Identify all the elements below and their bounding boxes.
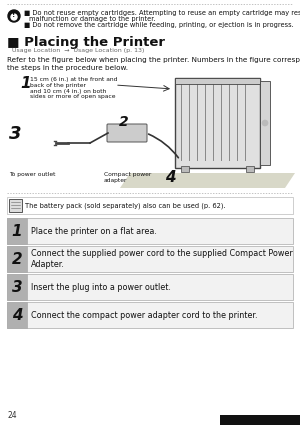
- Circle shape: [11, 14, 17, 20]
- Text: Place the printer on a flat area.: Place the printer on a flat area.: [31, 227, 157, 235]
- Text: ■ Do not remove the cartridge while feeding, printing, or ejection is in progres: ■ Do not remove the cartridge while feed…: [24, 22, 294, 28]
- FancyBboxPatch shape: [220, 415, 300, 425]
- Text: The battery pack (sold separately) also can be used (p. 62).: The battery pack (sold separately) also …: [25, 202, 226, 209]
- Text: 24: 24: [7, 411, 16, 420]
- FancyBboxPatch shape: [9, 199, 22, 212]
- Text: 4: 4: [12, 308, 22, 323]
- Circle shape: [262, 120, 268, 126]
- FancyBboxPatch shape: [260, 81, 270, 165]
- Text: malfunction or damage to the printer.: malfunction or damage to the printer.: [29, 16, 155, 22]
- Text: 3: 3: [12, 280, 22, 295]
- FancyBboxPatch shape: [175, 78, 260, 84]
- FancyBboxPatch shape: [7, 218, 27, 244]
- FancyBboxPatch shape: [7, 246, 293, 272]
- FancyBboxPatch shape: [246, 166, 254, 172]
- FancyBboxPatch shape: [7, 197, 293, 214]
- FancyBboxPatch shape: [7, 274, 27, 300]
- Text: Refer to the figure below when placing the printer. Numbers in the figure corres: Refer to the figure below when placing t…: [7, 57, 300, 63]
- Text: 2: 2: [119, 115, 129, 129]
- Text: 2: 2: [12, 252, 22, 266]
- Text: ■ Placing the Printer: ■ Placing the Printer: [7, 36, 165, 49]
- Text: To power outlet: To power outlet: [9, 172, 56, 177]
- Text: the steps in the procedure below.: the steps in the procedure below.: [7, 65, 128, 71]
- Text: !: !: [12, 12, 16, 18]
- FancyBboxPatch shape: [7, 302, 27, 328]
- FancyBboxPatch shape: [107, 124, 147, 142]
- FancyBboxPatch shape: [7, 274, 293, 300]
- Text: Connect the supplied power cord to the supplied Compact Power
Adapter.: Connect the supplied power cord to the s…: [31, 249, 293, 269]
- FancyBboxPatch shape: [7, 302, 293, 328]
- Polygon shape: [120, 173, 295, 188]
- FancyBboxPatch shape: [7, 246, 27, 272]
- Text: 15 cm (6 in.) at the front and
back of the printer
and 10 cm (4 in.) on both
sid: 15 cm (6 in.) at the front and back of t…: [30, 77, 118, 99]
- Text: ■ Do not reuse empty cartridges. Attempting to reuse an empty cartridge may resu: ■ Do not reuse empty cartridges. Attempt…: [24, 10, 300, 16]
- Circle shape: [8, 10, 20, 22]
- Text: 4: 4: [165, 170, 175, 185]
- Text: 1: 1: [12, 224, 22, 238]
- FancyBboxPatch shape: [181, 166, 189, 172]
- FancyBboxPatch shape: [175, 78, 260, 168]
- Text: Connect the compact power adapter cord to the printer.: Connect the compact power adapter cord t…: [31, 311, 257, 320]
- Text: Compact power
adapter: Compact power adapter: [104, 172, 152, 183]
- FancyBboxPatch shape: [7, 218, 293, 244]
- Text: Usage Location  →  Usage Location (p. 13): Usage Location → Usage Location (p. 13): [12, 48, 144, 53]
- Text: 3: 3: [9, 125, 22, 143]
- Text: Insert the plug into a power outlet.: Insert the plug into a power outlet.: [31, 283, 171, 292]
- Text: 1: 1: [20, 76, 31, 91]
